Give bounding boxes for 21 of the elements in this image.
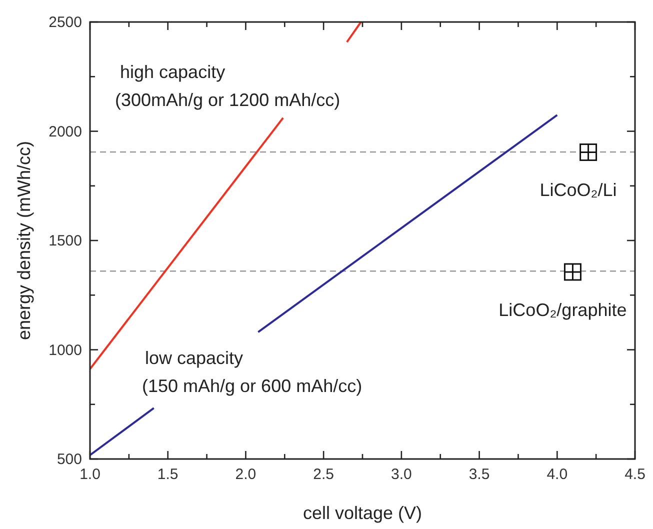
annotation: low capacity (145, 348, 244, 368)
y-tick-label: 2500 (48, 14, 82, 31)
annotation: LiCoO₂/Li (540, 180, 617, 200)
y-tick-label: 1000 (48, 342, 82, 359)
y-axis-title: energy density (mWh/cc) (14, 140, 34, 340)
y-tick-label: 500 (56, 451, 82, 468)
x-tick-label: 4.0 (546, 466, 568, 483)
annotation: LiCoO₂/graphite (498, 300, 627, 320)
y-tick-label: 2000 (48, 123, 82, 140)
x-tick-label: 3.0 (391, 466, 412, 483)
y-tick-label: 1500 (48, 232, 82, 250)
annotation: (300mAh/g or 1200 mAh/cc) (115, 90, 340, 110)
x-tick-label: 2.5 (313, 466, 334, 483)
x-tick-label: 3.5 (468, 466, 490, 483)
annotation: (150 mAh/g or 600 mAh/cc) (142, 376, 362, 396)
annotation: high capacity (120, 62, 226, 82)
x-tick-label: 1.5 (157, 466, 178, 483)
x-tick-label: 4.5 (624, 466, 646, 483)
x-axis-title: cell voltage (V) (302, 503, 422, 523)
x-tick-label: 1.0 (80, 466, 100, 483)
x-tick-label: 2.0 (235, 466, 256, 483)
